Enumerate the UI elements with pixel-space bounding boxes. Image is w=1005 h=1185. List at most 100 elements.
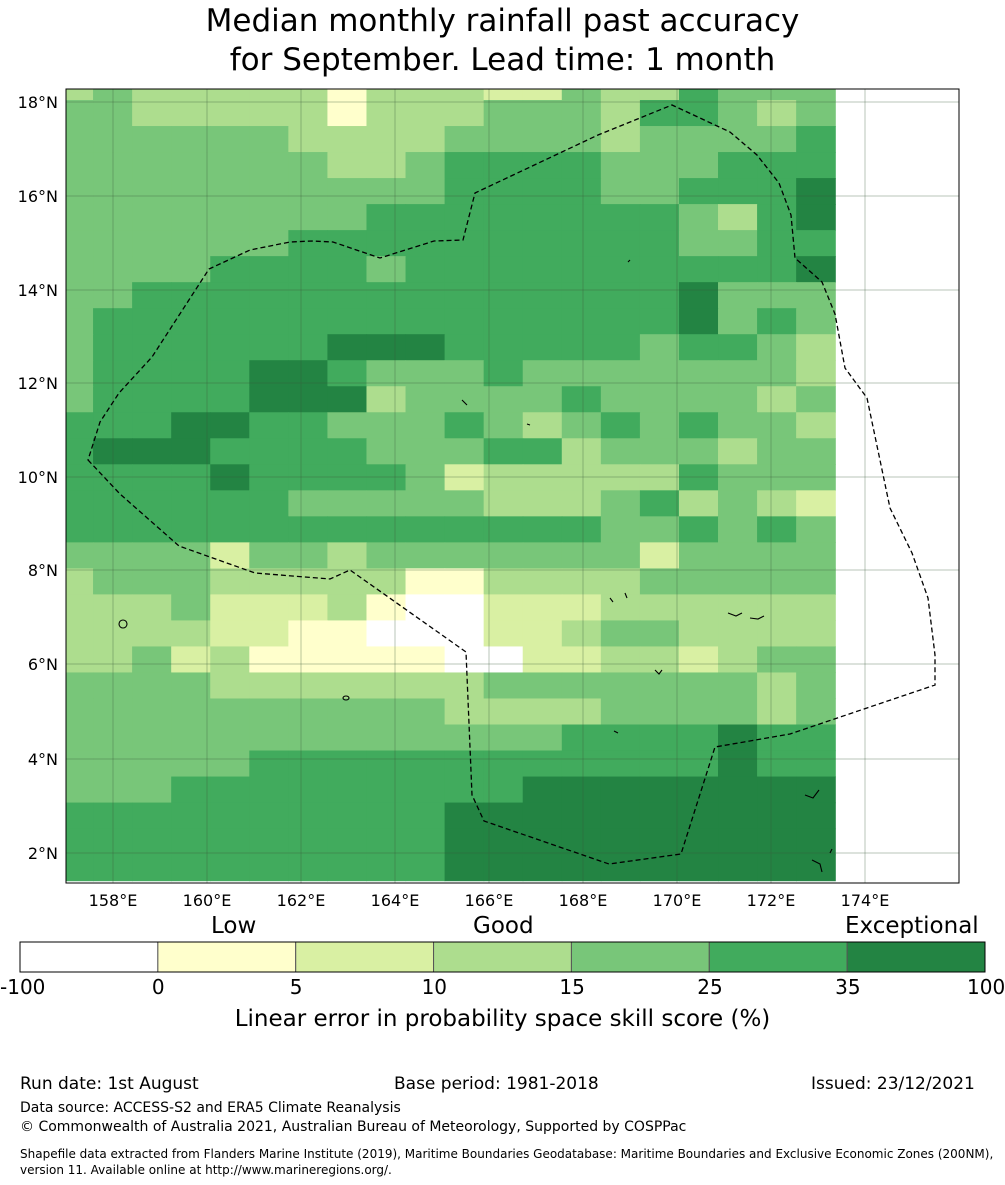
grid-cell bbox=[561, 412, 602, 439]
grid-cell bbox=[796, 672, 836, 700]
grid-cell bbox=[366, 256, 407, 283]
grid-cell bbox=[288, 438, 329, 465]
grid-cell bbox=[366, 672, 407, 700]
grid-cell bbox=[757, 516, 797, 543]
grid-cell bbox=[93, 620, 133, 648]
grid-cell bbox=[796, 178, 836, 205]
grid-cell bbox=[171, 360, 211, 387]
grid-cell bbox=[405, 178, 446, 205]
grid-cell bbox=[366, 126, 407, 153]
grid-cell bbox=[327, 204, 368, 231]
grid-cell bbox=[93, 802, 133, 830]
grid-cell bbox=[796, 100, 836, 127]
grid-cell bbox=[210, 308, 250, 335]
grid-cell bbox=[405, 672, 446, 700]
grid-cell bbox=[405, 360, 446, 387]
grid-cell bbox=[522, 724, 563, 752]
colorbar-tick-label: 25 bbox=[697, 975, 723, 999]
grid-cell bbox=[796, 542, 836, 569]
grid-cell bbox=[93, 126, 133, 153]
grid-cell bbox=[210, 542, 250, 569]
grid-cell bbox=[210, 360, 250, 387]
grid-cell bbox=[327, 126, 368, 153]
grid-cell bbox=[210, 152, 250, 179]
grid-cell bbox=[93, 646, 133, 674]
island bbox=[609, 592, 628, 603]
island bbox=[118, 619, 128, 629]
longitude-label: 170°E bbox=[653, 891, 702, 910]
grid-cell bbox=[210, 334, 250, 361]
grid-cell bbox=[757, 776, 797, 804]
grid-cell bbox=[718, 750, 758, 778]
grid-cell bbox=[796, 490, 836, 517]
grid-cell bbox=[249, 282, 289, 309]
grid-cell bbox=[132, 360, 172, 387]
grid-cell bbox=[483, 516, 524, 543]
grid-cell bbox=[93, 594, 133, 622]
colorbar bbox=[19, 941, 986, 973]
grid-cell bbox=[249, 412, 289, 439]
grid-cell bbox=[66, 126, 94, 153]
grid-cell bbox=[249, 386, 289, 413]
grid-cell bbox=[249, 516, 289, 543]
graticule bbox=[66, 89, 959, 883]
grid-cell bbox=[171, 152, 211, 179]
grid-cell bbox=[639, 724, 680, 752]
grid-cell bbox=[444, 776, 485, 804]
colorbar-tick-label: 10 bbox=[421, 975, 448, 999]
grid-cell bbox=[600, 776, 641, 804]
grid-cell bbox=[718, 854, 758, 882]
grid-cell bbox=[444, 568, 485, 595]
grid-cell bbox=[327, 828, 368, 856]
grid-cell bbox=[678, 568, 719, 595]
grid-cell bbox=[757, 204, 797, 231]
grid-cell bbox=[405, 386, 446, 413]
grid-cell bbox=[132, 464, 172, 491]
grid-cell bbox=[366, 776, 407, 804]
grid-cell bbox=[600, 386, 641, 413]
grid-cell bbox=[678, 334, 719, 361]
grid-cell bbox=[210, 126, 250, 153]
island bbox=[461, 259, 631, 426]
grid-cell bbox=[483, 126, 524, 153]
grid-cell bbox=[327, 178, 368, 205]
grid-cell bbox=[639, 802, 680, 830]
grid-cell bbox=[288, 776, 329, 804]
grid-cell bbox=[444, 308, 485, 335]
grid-cell bbox=[444, 854, 485, 882]
grid-cell bbox=[327, 516, 368, 543]
grid-cell bbox=[757, 802, 797, 830]
latitude-label: 16°N bbox=[18, 187, 58, 206]
grid-cell bbox=[93, 776, 133, 804]
grid-cell bbox=[678, 178, 719, 205]
grid-cell bbox=[132, 490, 172, 517]
grid-cell bbox=[66, 698, 94, 726]
map-title: Median monthly rainfall past accuracy fo… bbox=[0, 2, 1005, 80]
grid-cell bbox=[93, 724, 133, 752]
grid-cell bbox=[171, 282, 211, 309]
grid-cell bbox=[600, 672, 641, 700]
grid-cell bbox=[718, 620, 758, 648]
grid-cell bbox=[171, 776, 211, 804]
grid-cell bbox=[444, 360, 485, 387]
grid-cell bbox=[483, 178, 524, 205]
grid-cell bbox=[600, 438, 641, 465]
grid-cell bbox=[249, 204, 289, 231]
grid-cell bbox=[171, 646, 211, 674]
grid-cell bbox=[327, 386, 368, 413]
grid-cell bbox=[444, 256, 485, 283]
grid-cell bbox=[639, 412, 680, 439]
grid-cell bbox=[561, 594, 602, 622]
grid-cell bbox=[366, 438, 407, 465]
grid-cell bbox=[288, 802, 329, 830]
grid-cell bbox=[561, 100, 602, 127]
grid-cell bbox=[288, 412, 329, 439]
grid-cell bbox=[483, 776, 524, 804]
grid-cell bbox=[66, 490, 94, 517]
grid-cell bbox=[639, 100, 680, 127]
grid-cell bbox=[600, 464, 641, 491]
grid-cell bbox=[757, 334, 797, 361]
grid-cell bbox=[718, 828, 758, 856]
grid-cell bbox=[600, 698, 641, 726]
data-source: Data source: ACCESS-S2 and ERA5 Climate … bbox=[20, 1100, 401, 1116]
